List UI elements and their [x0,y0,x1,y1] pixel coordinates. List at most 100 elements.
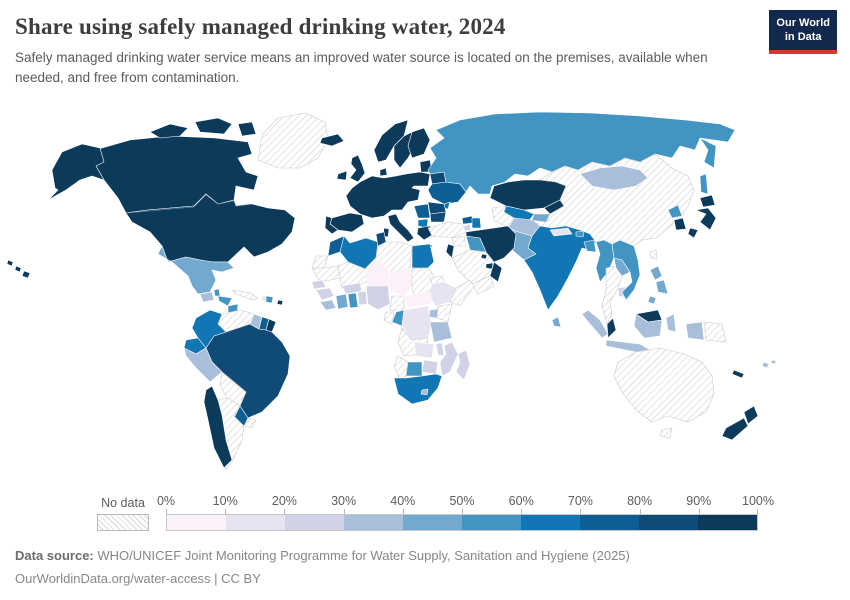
country-bulgaria[interactable] [429,211,447,223]
country-belize[interactable] [213,288,221,297]
country-haiti[interactable] [261,295,267,303]
country-denmark[interactable] [379,167,388,177]
country-uganda[interactable] [428,308,439,319]
country-guinea[interactable] [315,287,335,301]
country-honduras[interactable] [217,295,233,307]
country-senegal[interactable] [311,279,327,290]
chart-header: Share using safely managed drinking wate… [15,13,760,88]
country-chile[interactable] [203,385,233,469]
country-azerbaijan[interactable] [471,217,482,229]
country-bangladesh[interactable] [583,239,597,253]
legend-bin-10-20[interactable] [226,515,285,530]
country-mongolia[interactable] [579,165,649,191]
country-chad[interactable] [387,267,413,297]
legend-bin-40-50[interactable] [403,515,462,530]
country-burkina-faso[interactable] [341,282,363,295]
country-uruguay[interactable] [243,417,257,429]
country-gabon[interactable] [383,311,395,325]
country-guatemala[interactable] [199,291,215,303]
country-iran[interactable] [465,225,517,263]
country-usa-hawaii[interactable] [6,259,31,279]
country-ireland[interactable] [336,170,348,181]
country-finland[interactable] [407,127,431,159]
country-colombia[interactable] [191,309,227,349]
country-botswana[interactable] [405,361,423,377]
country-georgia[interactable] [461,215,474,225]
legend-bin-30-40[interactable] [344,515,403,530]
country-dominican-republic[interactable] [265,295,274,304]
country-canada[interactable] [94,135,259,214]
country-oman[interactable] [489,261,503,283]
country-united-kingdom[interactable] [349,154,366,183]
country-japan[interactable] [687,194,717,239]
country-zambia[interactable] [413,341,435,359]
country-south-africa[interactable] [393,373,443,405]
country-armenia[interactable] [463,223,472,232]
country-iceland[interactable] [319,133,345,147]
country-new-caledonia[interactable] [731,369,745,379]
country-fiji[interactable] [761,359,777,369]
country-papua-new-guinea[interactable] [703,321,727,343]
country-australia[interactable] [613,347,715,439]
country-uae-qatar[interactable] [485,262,494,270]
country-greenland[interactable] [257,112,329,169]
country-mexico[interactable] [157,245,235,295]
country-new-zealand[interactable] [721,405,759,441]
country-cote-divoire[interactable] [335,293,349,310]
country-sierra-leone-liberia[interactable] [319,299,337,311]
country-kenya[interactable] [436,303,453,323]
country-puerto-rico[interactable] [276,299,284,306]
country-cameroon[interactable] [389,295,405,313]
country-israel-jordan[interactable] [445,243,455,259]
country-north-korea[interactable] [667,204,683,219]
legend-bin-60-70[interactable] [521,515,580,530]
country-bhutan[interactable] [575,230,585,238]
country-sri-lanka[interactable] [551,316,562,328]
legend-bin-80-90[interactable] [639,515,698,530]
country-nigeria[interactable] [365,285,391,311]
country-turkey[interactable] [427,221,467,239]
country-namibia[interactable] [393,355,409,381]
country-usa-alaska[interactable] [47,143,105,201]
legend-bin-20-30[interactable] [285,515,344,530]
country-vietnam[interactable] [611,239,641,301]
country-zimbabwe[interactable] [421,359,439,375]
country-kuwait[interactable] [480,253,488,260]
country-tanzania[interactable] [429,321,453,343]
country-lesotho[interactable] [420,388,429,396]
region-western-balkans[interactable] [413,203,431,219]
legend-bin-70-80[interactable] [580,515,639,530]
country-mauritania[interactable] [311,265,341,283]
data-source-text: WHO/UNICEF Joint Monitoring Programme fo… [93,548,630,563]
country-mozambique[interactable] [439,341,459,377]
country-taiwan[interactable] [649,249,658,260]
license-line[interactable]: OurWorldinData.org/water-access | CC BY [15,570,261,586]
country-togo-benin[interactable] [357,290,368,306]
country-yemen[interactable] [471,275,495,295]
region-western-europe[interactable] [345,171,431,219]
country-central-african-republic[interactable] [403,291,433,309]
country-western-sahara[interactable] [311,255,329,269]
country-venezuela[interactable] [217,309,255,333]
country-french-guiana[interactable] [265,318,277,333]
country-syria[interactable] [451,235,467,247]
country-madagascar[interactable] [455,349,471,381]
country-portugal[interactable] [324,215,339,235]
legend-tick-label-0: 0% [156,494,176,508]
country-nepal[interactable] [549,227,573,237]
country-ghana[interactable] [347,292,359,309]
country-india[interactable] [523,225,597,311]
country-canada-arctic-islands[interactable] [149,117,257,139]
country-ukraine[interactable] [427,181,467,205]
country-philippines[interactable] [647,265,669,305]
country-south-korea[interactable] [673,217,687,231]
country-egypt[interactable] [411,243,435,269]
country-somalia[interactable] [449,279,475,307]
country-malawi[interactable] [435,342,445,357]
country-cuba[interactable] [231,289,259,301]
legend-no-data-swatch[interactable] [97,514,149,531]
legend-bin-90-100[interactable] [698,515,757,530]
legend-bin-0-10[interactable] [167,515,226,530]
owid-logo[interactable]: Our World in Data [769,10,837,54]
legend-bin-50-60[interactable] [462,515,521,530]
